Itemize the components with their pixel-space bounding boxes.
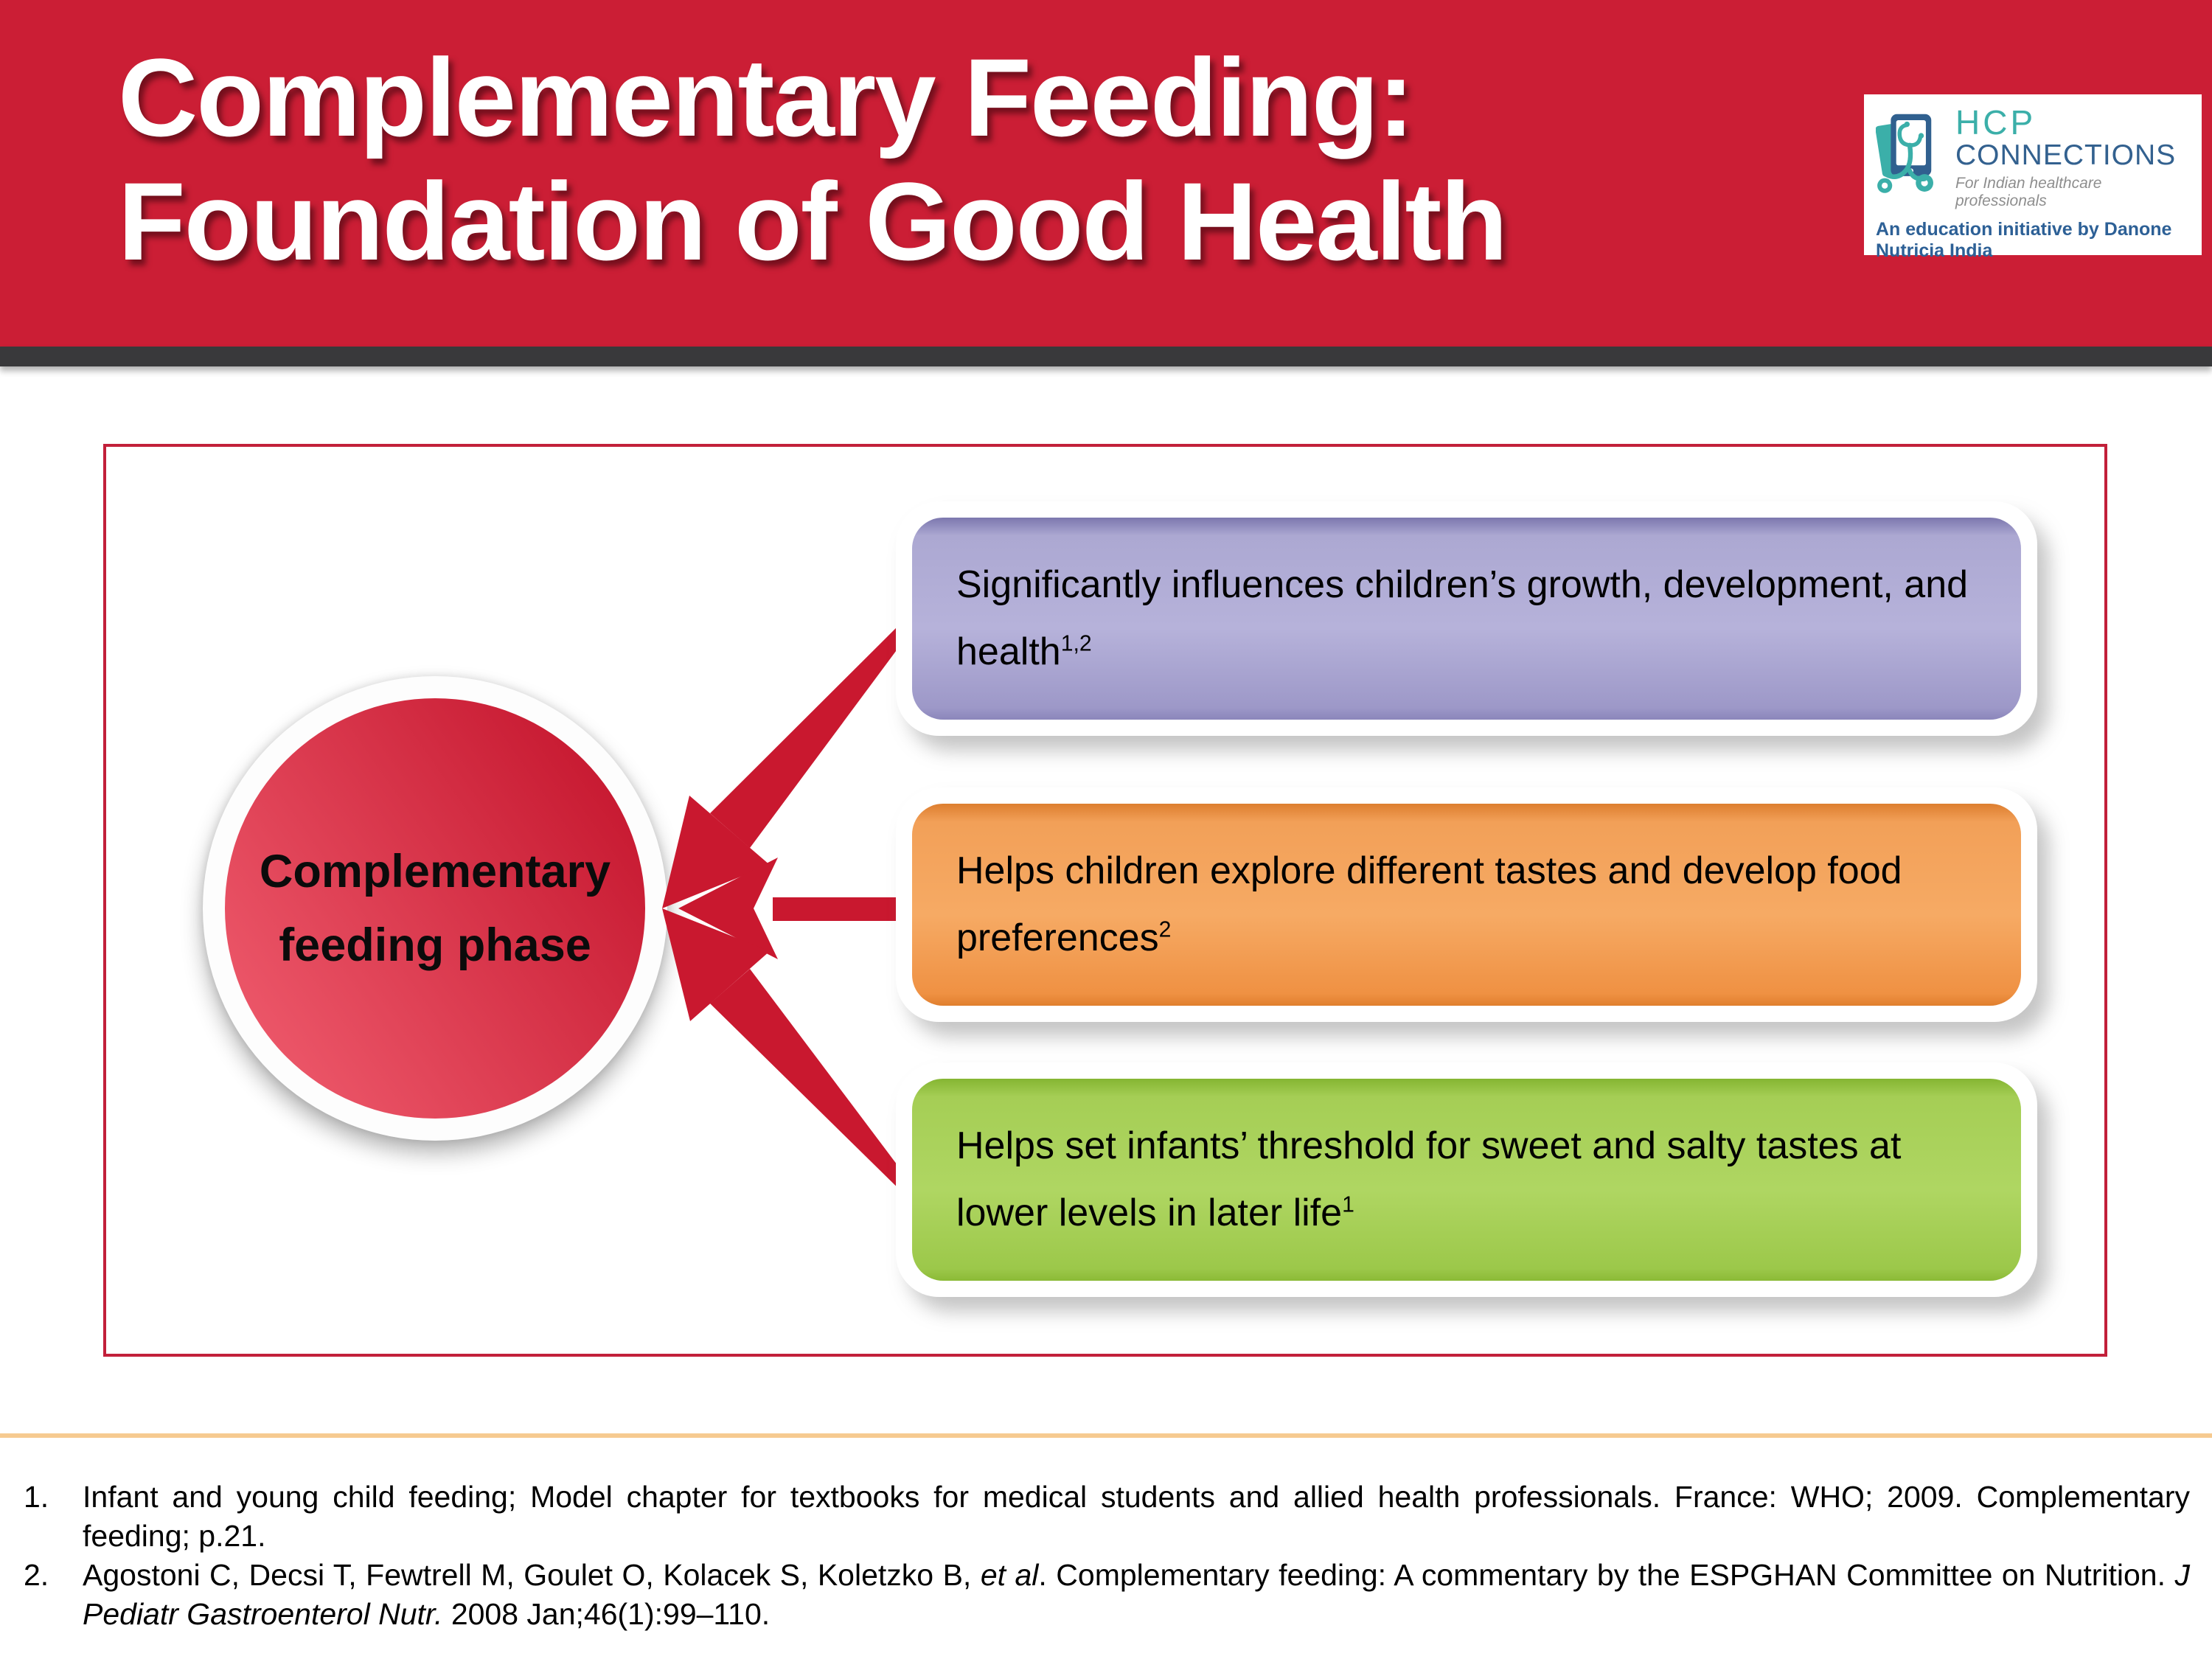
arrow-top-head — [662, 796, 770, 908]
arrow-bottom-head — [662, 908, 770, 1021]
central-circle-fill: Complementary feeding phase — [225, 698, 645, 1119]
arrow-middle-head — [678, 858, 778, 959]
arrow-middle-shaft — [773, 897, 918, 921]
benefit-box-tastes-text: Helps children explore different tastes … — [956, 849, 1902, 959]
arrow-top-shaft — [710, 612, 919, 848]
tablet-stethoscope-icon — [1876, 114, 1933, 193]
hcp-connections-logo: HCP CONNECTIONS For Indian healthcare pr… — [1864, 94, 2202, 261]
central-circle-label: Complementary feeding phase — [259, 846, 611, 971]
benefit-box-tastes-fill: Helps children explore different tastes … — [912, 804, 2021, 1006]
reference-text: Agostoni C, Decsi T, Fewtrell M, Goulet … — [83, 1558, 2190, 1631]
benefit-box-threshold-text: Helps set infants’ threshold for sweet a… — [956, 1124, 1902, 1234]
central-circle: Complementary feeding phase — [203, 676, 667, 1141]
slide-title-line2: Foundation of Good Health — [118, 159, 1508, 283]
logo-initiative-text: An education initiative by Danone Nutric… — [1876, 219, 2172, 262]
footer-divider-line — [0, 1433, 2212, 1438]
reference-list: 1. Infant and young child feeding; Model… — [24, 1478, 2190, 1634]
header-divider-strip — [0, 347, 2212, 366]
arrow-bottom-shaft — [710, 969, 919, 1202]
logo-name-bottom: CONNECTIONS — [1955, 139, 2177, 172]
logo-tagline: For Indian healthcare professionals — [1955, 175, 2102, 210]
benefit-box-growth: Significantly influences children’s grow… — [896, 501, 2037, 736]
reference-superscript: 1 — [1342, 1192, 1354, 1217]
slide-title-line1: Complementary Feeding: — [118, 35, 1414, 159]
benefit-box-growth-text: Significantly influences children’s grow… — [956, 563, 1969, 673]
reference-number: 1. — [24, 1480, 49, 1514]
reference-text: Infant and young child feeding; Model ch… — [83, 1480, 2190, 1553]
logo-top-row: HCP CONNECTIONS For Indian healthcare pr… — [1876, 105, 2190, 210]
logo-name-top: HCP — [1955, 103, 2037, 142]
reference-item-1: 1. Infant and young child feeding; Model… — [24, 1478, 2190, 1556]
reference-item-2: 2. Agostoni C, Decsi T, Fewtrell M, Goul… — [24, 1556, 2190, 1634]
logo-wordmark: HCP CONNECTIONS For Indian healthcare pr… — [1955, 105, 2190, 210]
reference-number: 2. — [24, 1558, 49, 1592]
benefit-box-growth-fill: Significantly influences children’s grow… — [912, 518, 2021, 720]
benefit-box-tastes: Helps children explore different tastes … — [896, 787, 2037, 1022]
reference-superscript: 1,2 — [1060, 631, 1092, 656]
benefit-box-threshold-fill: Helps set infants’ threshold for sweet a… — [912, 1079, 2021, 1281]
benefit-box-threshold: Helps set infants’ threshold for sweet a… — [896, 1062, 2037, 1297]
reference-superscript: 2 — [1158, 917, 1172, 942]
slide-title: Complementary Feeding: Foundation of Goo… — [118, 35, 1508, 283]
header-band: Complementary Feeding: Foundation of Goo… — [0, 0, 2212, 347]
